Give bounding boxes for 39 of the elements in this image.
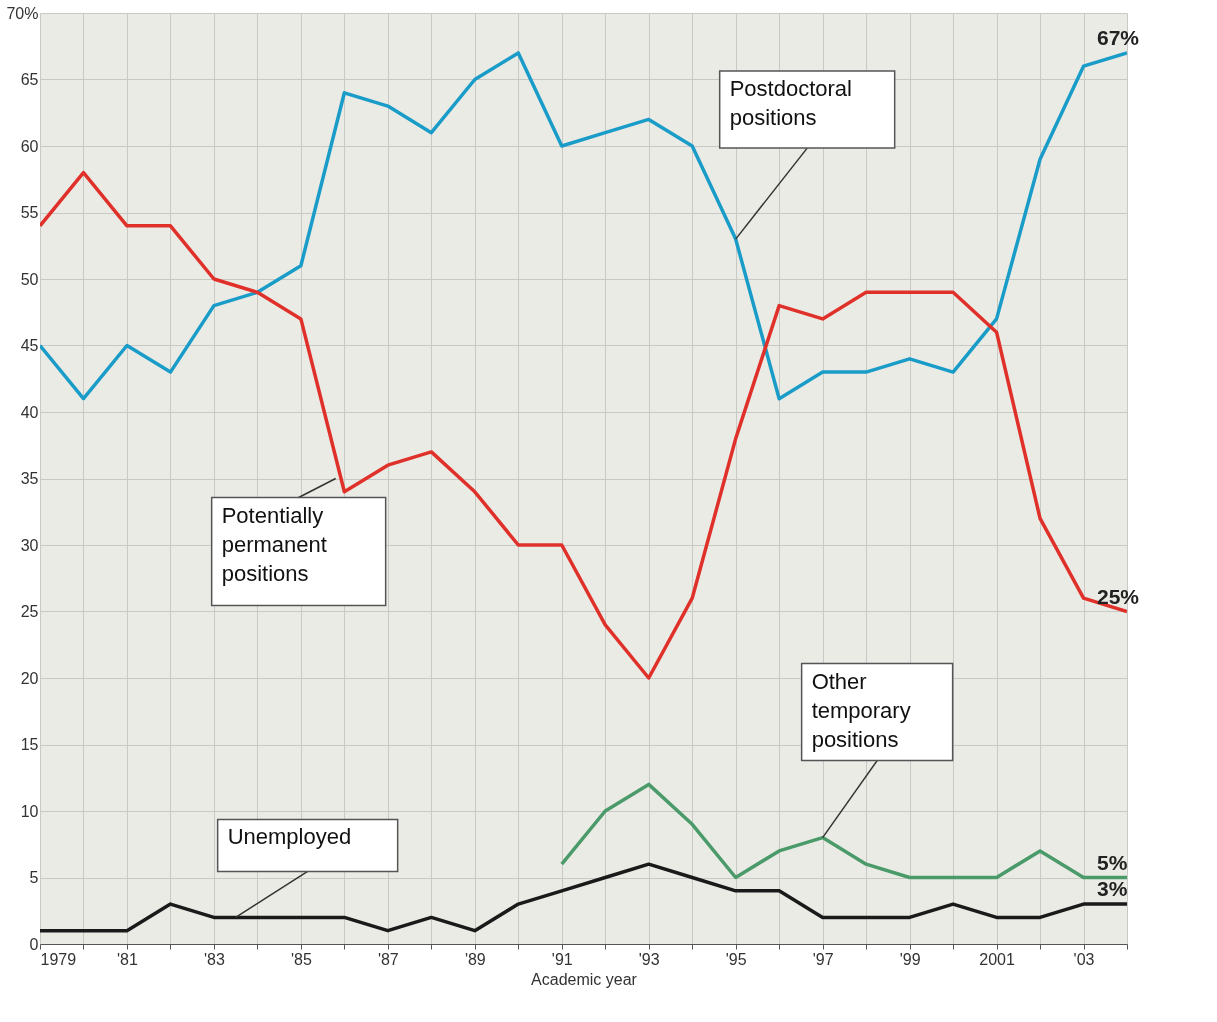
y-tick-label: 55 — [20, 204, 39, 221]
annotation: 67% — [1097, 25, 1140, 49]
annotation: Other temporary positions — [811, 668, 911, 752]
y-tick-label: 0 — [29, 935, 39, 953]
y-tick-label: 65 — [20, 71, 39, 88]
y-tick-label: 30 — [20, 536, 39, 554]
y-tick-label: 25 — [20, 603, 39, 620]
x-tick-label: '99 — [899, 950, 921, 968]
y-tick-label: 70% — [6, 4, 39, 22]
y-tick-label: 15 — [20, 736, 39, 753]
y-tick-label: 35 — [20, 470, 39, 487]
x-tick-label: '93 — [638, 950, 660, 968]
y-tick-label: 5 — [29, 869, 39, 886]
x-axis-title: Academic year — [531, 970, 638, 988]
annotation: 25% — [1097, 584, 1140, 608]
x-tick-label: '83 — [203, 950, 225, 968]
y-tick-label: 20 — [20, 669, 39, 687]
annotation: 5% — [1097, 850, 1128, 874]
x-tick-label: 1979 — [40, 950, 77, 968]
x-tick-label: '91 — [551, 950, 573, 968]
y-tick-label: 10 — [20, 802, 39, 820]
x-tick-label: '89 — [464, 950, 486, 968]
x-tick-label: '95 — [725, 950, 747, 968]
annotation: Unemployed — [227, 824, 352, 850]
annotation: 3% — [1097, 877, 1128, 901]
x-tick-label: 2001 — [979, 950, 1015, 968]
annotation: Potentially permanent positions — [221, 502, 327, 586]
y-tick-label: 40 — [20, 403, 39, 421]
line-series — [560, 782, 1127, 880]
y-tick-label: 50 — [20, 270, 39, 288]
x-tick-label: '85 — [290, 950, 312, 968]
line-series — [40, 51, 1127, 401]
annotation: Postdoctoral positions — [729, 76, 852, 131]
y-tick-label: 60 — [20, 137, 39, 155]
x-tick-label: '03 — [1073, 950, 1095, 968]
x-tick-label: '97 — [812, 950, 834, 968]
x-tick-label: '87 — [377, 950, 399, 968]
x-tick-label: '81 — [117, 950, 138, 968]
y-tick-label: 45 — [20, 337, 39, 354]
